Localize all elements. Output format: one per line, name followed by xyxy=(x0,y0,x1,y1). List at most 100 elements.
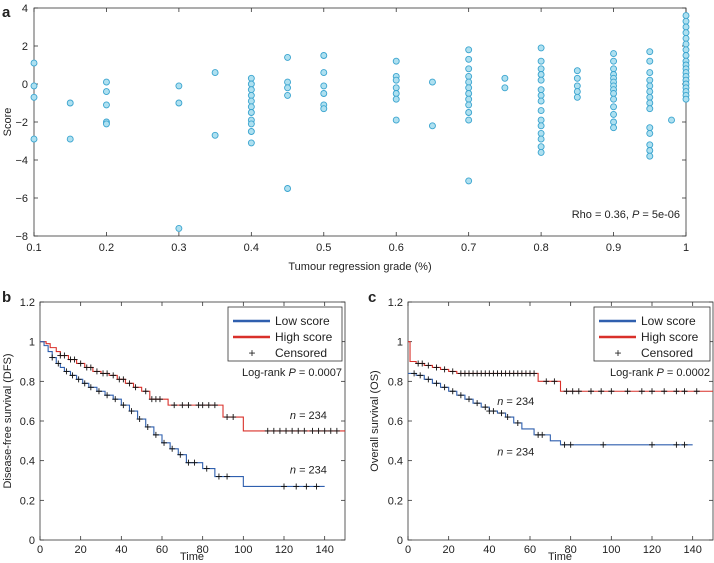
dfs-y-tick-label: 1.2 xyxy=(20,297,35,309)
scatter-point xyxy=(465,46,473,54)
scatter-point xyxy=(175,99,183,107)
panel-label-a: a xyxy=(2,4,11,21)
scatter-point xyxy=(465,84,473,92)
scatter-point xyxy=(537,107,545,115)
os-y-tick-label: 0.6 xyxy=(388,416,403,428)
scatter-point xyxy=(682,17,690,25)
scatter-point xyxy=(247,86,255,94)
os-x-tick-label: 40 xyxy=(483,544,495,556)
dfs-km-panel: 0 0.2 0.4 0.6 0.8 1 1.2 0 20 40 60 80 100 120 140 Dis… xyxy=(2,297,346,563)
scatter-panel: 4 2 0 −2 −4 −6 −8 0.1 0.2 0.3 0.4 0.5 0.6 0.7 0.8 0.9 1… xyxy=(2,3,690,273)
os-censor-mark xyxy=(425,362,432,369)
dfs-n-symbol: n xyxy=(290,410,296,422)
dfs-censor-mark xyxy=(283,427,290,434)
os-y-tick-label: 0 xyxy=(397,535,403,547)
scatter-point xyxy=(682,46,690,54)
os-x-tick-label: 60 xyxy=(524,544,536,556)
scatter-point xyxy=(646,88,654,96)
dfs-y-tick-label: 0.8 xyxy=(20,376,35,388)
os-censor-mark xyxy=(457,392,464,399)
dfs-censor-mark xyxy=(315,427,322,434)
os-x-tick-label: 80 xyxy=(565,544,577,556)
scatter-point xyxy=(682,34,690,42)
scatter-point xyxy=(66,135,74,143)
dfs-censor-mark xyxy=(71,356,78,363)
dfs-logrank-annotation: Log-rank P = 0.0007 xyxy=(242,367,342,379)
dfs-n-label: n = 234 xyxy=(290,410,327,422)
os-censor-mark xyxy=(449,388,456,395)
dfs-censor-mark xyxy=(95,388,102,395)
os-curve-high xyxy=(408,341,713,392)
annotation-prefix: Rho = 0.36, xyxy=(572,209,632,221)
dfs-censor-mark xyxy=(224,473,231,480)
os-censor-mark xyxy=(551,378,558,385)
os-censor-mark xyxy=(504,414,511,421)
os-logrank-prefix: Log-rank xyxy=(610,367,656,379)
dfs-censor-mark xyxy=(301,427,308,434)
os-censor-mark xyxy=(411,370,418,377)
dfs-legend-box xyxy=(227,306,343,362)
scatter-point xyxy=(537,71,545,78)
os-n-symbol: n xyxy=(497,396,503,408)
scatter-point xyxy=(537,65,545,73)
os-logrank-p: P xyxy=(656,367,664,379)
scatter-point xyxy=(646,105,654,113)
scatter-point xyxy=(102,88,110,96)
dfs-y-tick-label: 1 xyxy=(29,337,35,349)
os-legend-censor-label: Censored xyxy=(641,346,693,360)
dfs-n-value: = 234 xyxy=(296,410,327,422)
scatter-point xyxy=(668,116,675,124)
scatter-point xyxy=(646,152,654,160)
os-y-tick-label: 0.2 xyxy=(388,495,403,507)
scatter-point xyxy=(610,118,618,126)
os-legend-censor-symbol: + xyxy=(614,346,621,360)
os-censor-mark xyxy=(638,388,645,395)
dfs-censor-mark xyxy=(69,372,76,379)
os-n-label: n = 234 xyxy=(497,396,534,408)
scatter-point xyxy=(247,128,255,135)
panel-label-b: b xyxy=(2,289,11,306)
dfs-censor-mark xyxy=(128,408,135,415)
dfs-censor-mark xyxy=(156,396,163,403)
os-x-tick-label: 20 xyxy=(443,544,455,556)
os-censor-mark xyxy=(531,370,538,377)
dfs-x-tick-label: 60 xyxy=(156,544,168,556)
os-legend-box xyxy=(593,306,711,362)
dfs-n-value: = 234 xyxy=(296,465,327,477)
scatter-point xyxy=(646,141,654,149)
scatter-point xyxy=(102,101,110,109)
os-legend: Low score High score + Censored xyxy=(593,306,711,362)
dfs-censor-mark xyxy=(327,427,334,434)
scatter-point xyxy=(646,99,654,107)
scatter-y-label: Score xyxy=(2,108,14,137)
scatter-point xyxy=(247,74,255,82)
scatter-point xyxy=(428,122,436,130)
scatter-point xyxy=(537,122,545,130)
dfs-x-tick-label: 120 xyxy=(275,544,293,556)
os-censor-mark xyxy=(514,419,521,426)
dfs-censor-mark xyxy=(87,384,94,391)
scatter-point xyxy=(610,103,618,111)
scatter-point xyxy=(247,139,255,147)
scatter-point xyxy=(537,76,545,84)
os-n-label: n = 234 xyxy=(497,447,534,459)
scatter-point xyxy=(465,116,473,124)
scatter-x-tick-label: 0.8 xyxy=(533,242,548,254)
os-x-tick-label: 100 xyxy=(602,544,620,556)
os-censor-mark xyxy=(569,388,576,395)
scatter-point xyxy=(646,129,654,137)
dfs-censor-mark xyxy=(313,483,320,490)
scatter-point xyxy=(646,124,654,132)
os-censor-mark xyxy=(419,360,426,367)
scatter-correlation-annotation: Rho = 0.36, P = 5e-06 xyxy=(572,209,680,221)
dfs-x-tick-label: 100 xyxy=(234,544,252,556)
os-x-tick-label: 140 xyxy=(683,544,701,556)
scatter-point xyxy=(646,76,654,84)
os-censor-mark xyxy=(600,441,607,448)
os-x-label: Time xyxy=(548,551,572,563)
panel-label-c: c xyxy=(368,289,376,306)
scatter-point xyxy=(320,90,328,97)
dfs-censor-mark xyxy=(281,483,287,490)
scatter-point xyxy=(284,185,292,192)
